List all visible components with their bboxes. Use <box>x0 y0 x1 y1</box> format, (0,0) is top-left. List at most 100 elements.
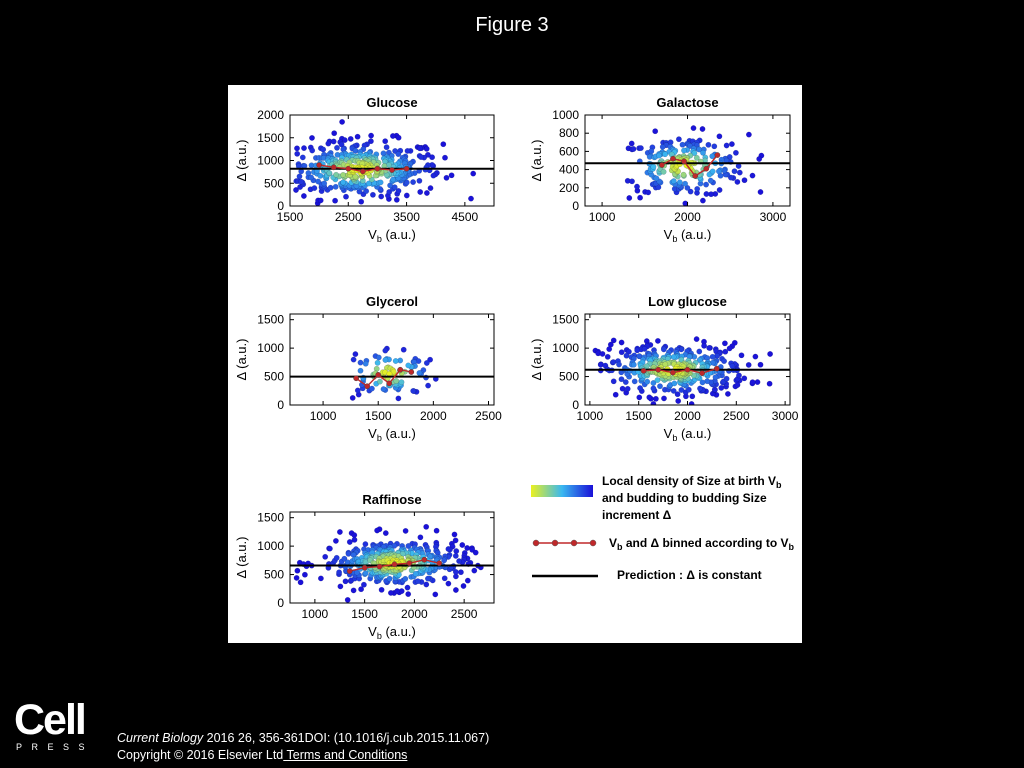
y-tick-label: 1500 <box>257 313 284 327</box>
binned-point <box>699 370 705 376</box>
x-tick-label: 2000 <box>674 210 701 224</box>
scatter-series <box>624 125 765 206</box>
scatter-point <box>416 145 423 152</box>
scatter-point <box>350 356 357 363</box>
scatter-point <box>429 154 436 161</box>
scatter-point <box>301 193 307 199</box>
scatter-point <box>622 379 629 385</box>
scatter-point <box>618 349 625 356</box>
x-tick-label: 2000 <box>674 409 701 423</box>
scatter-point <box>349 394 356 401</box>
binned-point <box>670 155 676 162</box>
scatter-point <box>387 589 394 596</box>
y-tick-label: 1500 <box>552 313 579 327</box>
y-axis-label: Δ (a.u.) <box>529 140 544 182</box>
y-tick-label: 2000 <box>257 108 284 122</box>
y-axis-label: Δ (a.u.) <box>234 537 249 579</box>
scatter-point <box>610 378 617 385</box>
binned-point <box>386 380 393 387</box>
legend-binned-marker <box>532 539 540 547</box>
scatter-point <box>674 391 681 398</box>
scatter-point <box>416 177 423 184</box>
scatter-point <box>689 393 696 400</box>
scatter-point <box>732 149 739 156</box>
binned-point <box>353 375 360 382</box>
chart-title: Low glucose <box>648 294 727 309</box>
plot-frame <box>289 511 495 604</box>
scatter-point <box>675 136 682 143</box>
x-tick-label: 4500 <box>452 210 479 224</box>
scatter-point <box>722 348 729 355</box>
y-tick-label: 600 <box>559 144 579 158</box>
scatter-point <box>338 141 345 148</box>
scatter-point <box>293 187 299 193</box>
x-tick-label: 1500 <box>625 409 652 423</box>
scatter-point <box>754 379 761 385</box>
binned-point <box>406 560 413 567</box>
scatter-point <box>756 156 763 162</box>
y-axis-label: Δ (a.u.) <box>529 339 544 381</box>
scatter-point <box>336 569 343 576</box>
scatter-point <box>333 537 339 544</box>
y-tick-label: 800 <box>559 126 579 140</box>
scatter-point <box>660 346 667 353</box>
scatter-point <box>637 385 643 391</box>
scatter-point <box>389 133 396 139</box>
scatter-point <box>416 370 423 376</box>
scatter-point <box>352 351 359 357</box>
scatter-point <box>654 337 661 344</box>
scatter-point <box>374 527 381 534</box>
legend-binned-marker <box>570 539 578 547</box>
binned-point <box>389 167 395 173</box>
scatter-point <box>686 143 693 149</box>
scatter-point <box>703 191 710 197</box>
scatter-point <box>460 583 467 589</box>
scatter-point <box>679 141 686 148</box>
scatter-point <box>346 539 353 545</box>
scatter-point <box>731 168 738 175</box>
binned-point <box>330 164 337 171</box>
scatter-point <box>685 386 692 393</box>
scatter-point <box>326 170 333 177</box>
y-tick-label: 500 <box>264 176 284 190</box>
binned-point <box>361 564 368 571</box>
scatter-point <box>631 378 638 385</box>
scatter-point <box>452 552 459 559</box>
scatter-point <box>736 372 742 379</box>
scatter-point <box>332 183 339 190</box>
x-axis-label: Vb (a.u.) <box>664 227 712 244</box>
scatter-point <box>393 196 400 203</box>
scatter-point <box>628 140 635 147</box>
copyright-text: Copyright © 2016 Elsevier Ltd <box>117 748 284 762</box>
scatter-point <box>445 546 452 552</box>
scatter-point <box>294 145 300 152</box>
scatter-point <box>650 380 657 386</box>
scatter-point <box>701 342 707 349</box>
x-axis-label: Vb (a.u.) <box>664 426 712 443</box>
terms-link[interactable]: Terms and Conditions <box>283 748 408 762</box>
binned-point <box>403 165 410 172</box>
scatter-point <box>468 195 474 202</box>
scatter-point <box>322 553 329 560</box>
scatter-point <box>405 543 412 549</box>
binned-point <box>681 158 687 165</box>
scatter-point <box>721 340 728 347</box>
scatter-point <box>472 549 479 556</box>
cell-press-logo: Cell PRESS <box>14 699 87 753</box>
scatter-point <box>365 180 372 187</box>
binned-point <box>345 165 352 172</box>
scatter-point <box>340 172 347 178</box>
scatter-point <box>424 151 431 158</box>
x-tick-label: 2500 <box>723 409 750 423</box>
scatter-point <box>696 348 703 355</box>
scatter-point <box>699 197 706 204</box>
scatter-point <box>693 336 700 343</box>
binned-point <box>346 568 353 574</box>
chart-panel: Raffinose 1000 1500 2000 2500 0 500 1000 1500 Vb … <box>234 492 495 641</box>
scatter-point <box>625 348 632 355</box>
binned-point <box>692 173 699 179</box>
scatter-point <box>681 147 687 154</box>
scatter-point <box>358 586 365 593</box>
scatter-point <box>357 367 364 374</box>
y-tick-label: 1000 <box>257 341 284 355</box>
